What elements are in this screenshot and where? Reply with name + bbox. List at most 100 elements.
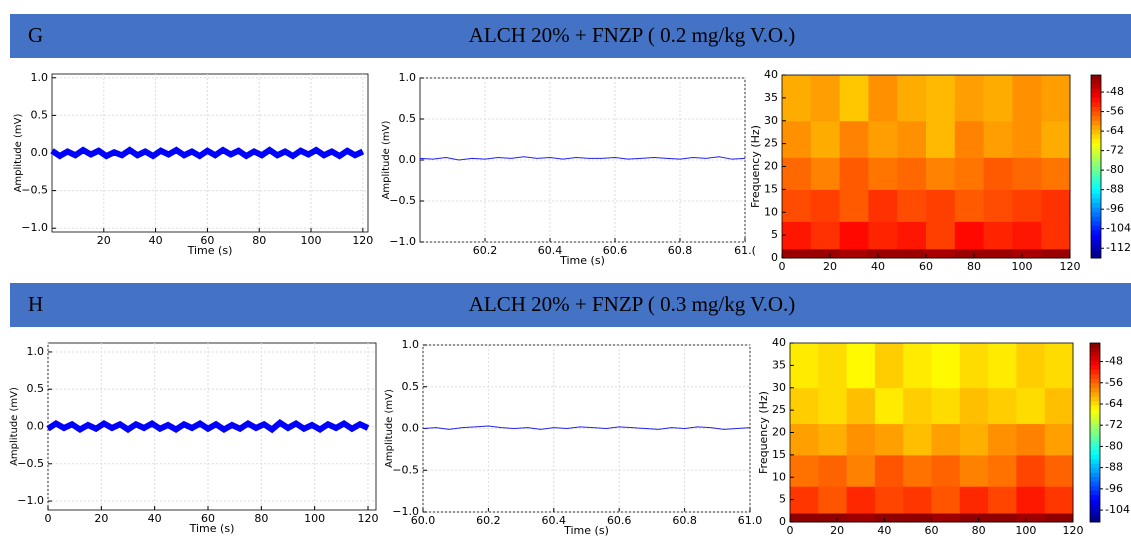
colorbar-swatch: [1091, 248, 1101, 254]
x-tick-label: 40: [148, 512, 162, 525]
heat-cell: [818, 423, 848, 456]
y-tick-label: −1.0: [392, 505, 419, 518]
colorbar-swatch: [1090, 472, 1100, 478]
colorbar-swatch: [1091, 75, 1101, 81]
colorbar-swatch: [1091, 184, 1101, 190]
colorbar-swatch: [1090, 351, 1100, 357]
heat-cell: [782, 189, 812, 222]
colorbar-swatch: [1091, 175, 1101, 181]
heat-cell: [810, 248, 841, 259]
colorbar-swatch: [1091, 225, 1101, 232]
x-tick-label: 60.6: [603, 244, 628, 257]
heat-cell: [782, 157, 812, 190]
heat-cell: [926, 221, 956, 250]
heat-cell: [1044, 513, 1074, 523]
colorbar-swatch: [1091, 129, 1101, 135]
heat-cell: [983, 157, 1013, 190]
heat-cell: [931, 423, 961, 456]
heat-cell: [790, 454, 819, 487]
heat-cell: [903, 454, 932, 487]
heat-cell: [988, 387, 1017, 425]
colorbar-swatch: [1091, 93, 1101, 99]
heat-cell: [782, 75, 812, 122]
heat-cell: [926, 189, 956, 222]
heat-cell: [959, 486, 989, 514]
colorbar-swatch: [1091, 230, 1101, 236]
heat-cell: [846, 423, 876, 456]
y-tick-label: 1.0: [399, 71, 417, 84]
colorbar-swatch: [1091, 79, 1101, 85]
y-axis-label: Frequency (Hz): [749, 125, 762, 208]
colorbar-tick-label: -72: [1105, 418, 1123, 431]
y-axis-label: Amplitude (mV): [384, 389, 395, 468]
colorbar-swatch: [1090, 392, 1100, 398]
y-tick-label: 10: [764, 205, 778, 218]
panel-header: [10, 283, 1131, 327]
y-tick-label: 30: [772, 381, 786, 394]
x-tick-label: 61.0: [738, 514, 763, 527]
colorbar-swatch: [1090, 517, 1100, 523]
heat-cell: [983, 189, 1013, 222]
x-tick-label: 20: [823, 260, 837, 273]
panel-header: [10, 14, 1131, 58]
colorbar-swatch: [1091, 171, 1101, 177]
heat-cell: [954, 221, 985, 250]
colorbar-swatch: [1090, 419, 1100, 425]
heat-cell: [988, 486, 1017, 514]
colorbar-tick-label: -48: [1105, 355, 1123, 368]
heat-cell: [897, 221, 927, 250]
heat-cell: [983, 248, 1013, 259]
heat-cell: [790, 343, 819, 389]
colorbar-swatch: [1091, 216, 1101, 222]
colorbar-tick-label: -48: [1106, 85, 1124, 98]
heat-cell: [818, 513, 848, 523]
y-tick-label: 0.0: [402, 422, 420, 435]
heat-cell: [954, 120, 985, 158]
heat-cell: [868, 189, 898, 222]
colorbar-tick-label: -80: [1105, 439, 1123, 452]
x-tick-label: 80: [254, 512, 268, 525]
heat-cell: [931, 387, 961, 425]
x-tick-label: 100: [304, 512, 325, 525]
y-tick-label: 25: [764, 137, 778, 150]
heat-cell: [897, 75, 927, 122]
colorbar-swatch: [1091, 102, 1101, 108]
heat-cell: [1012, 157, 1042, 190]
x-tick-label: 80: [972, 524, 986, 537]
colorbar-swatch: [1091, 84, 1101, 90]
colorbar-frame: [1090, 74, 1102, 259]
colorbar-swatch: [1091, 139, 1101, 145]
heat-cell: [897, 157, 927, 190]
x-tick-label: 60: [201, 512, 215, 525]
heat-cell: [846, 513, 876, 523]
heat-cell: [790, 387, 819, 425]
heat-cell: [1041, 221, 1071, 250]
heat-cell: [874, 454, 904, 487]
trace: [46, 419, 370, 434]
heat-cell: [846, 343, 876, 389]
y-axis-label: Amplitude (mV): [13, 113, 24, 192]
x-tick-label: 60: [919, 260, 933, 273]
heat-cell: [1044, 486, 1074, 514]
colorbar-swatch: [1091, 198, 1101, 204]
y-tick-label: 20: [764, 160, 778, 173]
colorbar-swatch: [1090, 387, 1100, 393]
colorbar-tick-label: -72: [1106, 144, 1124, 157]
colorbar-tick-label: -104: [1106, 222, 1131, 235]
heat-cell: [846, 486, 876, 514]
heat-cell: [839, 157, 869, 190]
colorbar-frame: [1089, 342, 1101, 523]
x-axis-label: Time (s): [563, 524, 609, 537]
y-tick-label: 35: [772, 358, 786, 371]
colorbar-swatch: [1091, 148, 1101, 154]
plot-area: [419, 77, 746, 243]
x-axis-label: Time (s): [187, 244, 233, 257]
colorbar-swatch: [1090, 405, 1100, 411]
colorbar-swatch: [1090, 428, 1100, 433]
heat-cell: [868, 75, 898, 122]
heat-cell: [839, 120, 869, 158]
colorbar-swatch: [1090, 450, 1100, 456]
y-axis-label: Amplitude (mV): [381, 120, 392, 199]
trace: [422, 425, 751, 430]
